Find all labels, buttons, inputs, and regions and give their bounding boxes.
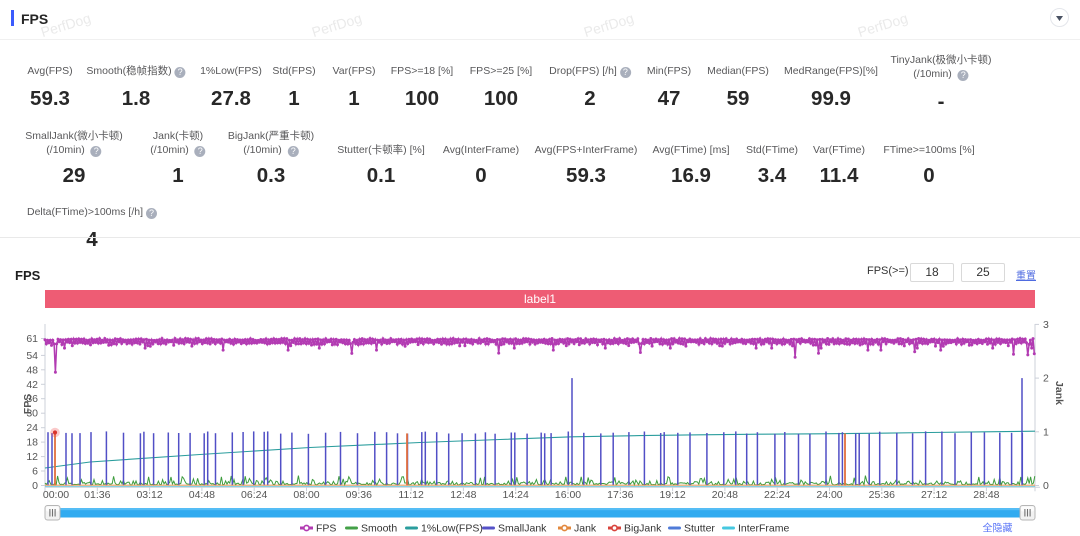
svg-text:17:36: 17:36 <box>607 489 633 501</box>
svg-text:0: 0 <box>32 480 38 492</box>
svg-text:Smooth: Smooth <box>361 523 397 535</box>
svg-text:22:24: 22:24 <box>764 489 790 501</box>
svg-text:61: 61 <box>26 333 38 345</box>
svg-text:12:48: 12:48 <box>450 489 476 501</box>
svg-text:1%Low(FPS): 1%Low(FPS) <box>421 523 483 535</box>
svg-text:42: 42 <box>26 379 38 391</box>
svg-text:25:36: 25:36 <box>869 489 895 501</box>
svg-text:03:12: 03:12 <box>136 489 162 501</box>
svg-text:InterFrame: InterFrame <box>738 523 790 535</box>
svg-text:FPS: FPS <box>22 394 34 414</box>
svg-text:Jank: Jank <box>1053 381 1065 405</box>
svg-text:11:12: 11:12 <box>398 489 424 501</box>
svg-text:36: 36 <box>26 393 38 405</box>
svg-text:12: 12 <box>26 451 38 463</box>
svg-text:19:12: 19:12 <box>659 489 685 501</box>
svg-text:00:00: 00:00 <box>43 489 69 501</box>
svg-text:01:36: 01:36 <box>84 489 110 501</box>
svg-text:14:24: 14:24 <box>503 489 529 501</box>
svg-text:06:24: 06:24 <box>241 489 267 501</box>
svg-text:3: 3 <box>1043 319 1049 331</box>
svg-text:全隐藏: 全隐藏 <box>983 522 1013 535</box>
svg-text:16:00: 16:00 <box>555 489 581 501</box>
svg-text:0: 0 <box>1043 480 1049 492</box>
svg-text:FPS: FPS <box>316 523 336 535</box>
svg-text:48: 48 <box>26 364 38 376</box>
svg-text:09:36: 09:36 <box>346 489 372 501</box>
svg-text:6: 6 <box>32 466 38 478</box>
svg-text:27:12: 27:12 <box>921 489 947 501</box>
svg-text:BigJank: BigJank <box>624 523 662 535</box>
svg-text:Stutter: Stutter <box>684 523 715 535</box>
svg-text:04:48: 04:48 <box>189 489 215 501</box>
svg-text:24: 24 <box>26 422 38 434</box>
svg-text:08:00: 08:00 <box>293 489 319 501</box>
svg-text:1: 1 <box>1043 426 1049 438</box>
svg-text:28:48: 28:48 <box>973 489 999 501</box>
svg-text:24:00: 24:00 <box>816 489 842 501</box>
svg-text:Jank: Jank <box>574 523 597 535</box>
svg-text:54: 54 <box>26 350 38 362</box>
svg-text:SmallJank: SmallJank <box>498 523 547 535</box>
svg-text:20:48: 20:48 <box>712 489 738 501</box>
svg-text:30: 30 <box>26 408 38 420</box>
svg-text:18: 18 <box>26 437 38 449</box>
svg-text:2: 2 <box>1043 373 1049 385</box>
